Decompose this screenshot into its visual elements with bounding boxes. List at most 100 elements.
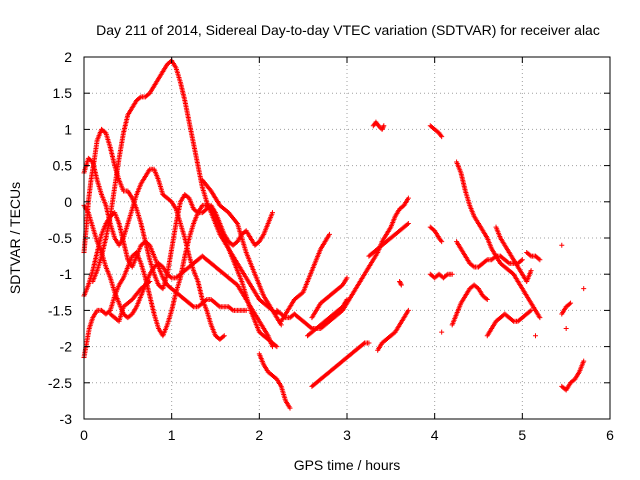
data-point — [439, 134, 445, 140]
series-arc-24 — [449, 282, 490, 328]
series-arc-6 — [90, 210, 249, 313]
series-arc-28 — [524, 249, 543, 263]
data-point — [566, 301, 572, 307]
x-tick-label: 3 — [343, 427, 351, 443]
series-arc-17 — [370, 119, 387, 132]
series-arc-27 — [484, 307, 534, 339]
data-point — [470, 263, 476, 269]
data-point — [492, 254, 498, 260]
data-point — [360, 341, 366, 347]
data-point — [444, 272, 450, 278]
data-point — [505, 259, 511, 265]
x-tick-label: 5 — [518, 427, 526, 443]
data-point — [527, 308, 533, 314]
series-arc-21 — [427, 271, 455, 281]
x-tick-label: 6 — [606, 427, 614, 443]
data-point — [326, 231, 332, 237]
data-point — [203, 297, 209, 303]
data-point — [308, 325, 314, 331]
data-point — [581, 358, 587, 364]
data-points — [81, 58, 587, 411]
data-point — [405, 195, 411, 201]
series-arc-14 — [309, 340, 372, 389]
data-point — [518, 258, 524, 264]
y-tick-label: -0.5 — [48, 230, 72, 246]
x-tick-label: 2 — [255, 427, 263, 443]
data-point — [483, 258, 489, 264]
series-arc-18 — [397, 278, 404, 288]
series-arc-19 — [427, 123, 445, 140]
data-point — [137, 95, 143, 101]
data-point — [220, 334, 226, 340]
data-point — [273, 343, 279, 349]
data-point — [449, 271, 455, 277]
series-arc-8 — [199, 177, 284, 328]
x-tick-label: 1 — [168, 427, 176, 443]
data-point — [536, 256, 542, 262]
series-arc-5 — [81, 202, 275, 350]
y-tick-label: -3 — [60, 411, 73, 427]
y-tick-label: -1.5 — [48, 302, 72, 318]
data-point — [366, 340, 372, 346]
grid-lines — [84, 57, 610, 419]
series-arc-30 — [559, 242, 565, 248]
data-point — [168, 274, 174, 280]
data-point — [398, 282, 404, 288]
series-arc-32 — [563, 326, 569, 331]
series-arc-9 — [256, 351, 293, 411]
series-arc-3 — [81, 58, 280, 317]
data-point — [269, 210, 275, 216]
series-arc-29 — [532, 333, 538, 339]
data-point — [147, 278, 153, 284]
series-arc-13 — [305, 297, 350, 339]
series-arc-2 — [81, 126, 275, 292]
series-arc-33 — [559, 358, 587, 393]
data-point — [527, 252, 533, 258]
series-arc-7 — [107, 278, 153, 324]
data-point — [405, 307, 411, 313]
data-point — [568, 300, 574, 306]
data-point — [397, 280, 403, 286]
data-point — [380, 124, 386, 130]
y-tick-label: 1 — [64, 121, 72, 137]
data-point — [216, 303, 222, 309]
x-tick-labels: 0 1 2 3 4 5 6 — [80, 427, 614, 443]
series-arc-23 — [454, 159, 543, 321]
y-axis-label: SDTVAR / TECUs — [7, 182, 23, 294]
data-point — [106, 308, 112, 314]
series-arc-34 — [581, 286, 587, 292]
data-point — [404, 221, 410, 227]
data-point — [528, 268, 534, 274]
series-arc-1 — [81, 155, 227, 342]
x-axis-label: GPS time / hours — [294, 457, 401, 473]
data-point — [189, 303, 195, 309]
series-arc-22 — [439, 329, 445, 335]
data-point — [532, 333, 538, 339]
data-point — [398, 281, 404, 287]
data-point — [563, 326, 569, 331]
data-point — [405, 221, 411, 227]
data-point — [528, 307, 534, 313]
series-arc-15 — [375, 307, 411, 353]
series-arc-11 — [278, 231, 332, 324]
x-tick-label: 4 — [431, 427, 439, 443]
data-point — [509, 317, 515, 323]
axis-ticks — [83, 56, 611, 420]
data-point — [483, 296, 489, 302]
data-point — [274, 344, 280, 350]
series-arc-10 — [274, 195, 411, 331]
data-point — [559, 242, 565, 248]
data-point — [221, 333, 227, 339]
series-arc-31 — [559, 300, 574, 317]
data-point — [439, 329, 445, 335]
data-point — [229, 306, 235, 312]
data-point — [439, 239, 445, 245]
y-tick-label: -2.5 — [48, 375, 72, 391]
data-point — [581, 286, 587, 292]
y-tick-label: -2 — [60, 339, 73, 355]
y-tick-label: 0.5 — [53, 158, 73, 174]
data-point — [381, 123, 387, 129]
series-arc-26 — [493, 224, 534, 284]
data-point — [344, 297, 350, 303]
y-tick-label: -1 — [60, 266, 73, 282]
